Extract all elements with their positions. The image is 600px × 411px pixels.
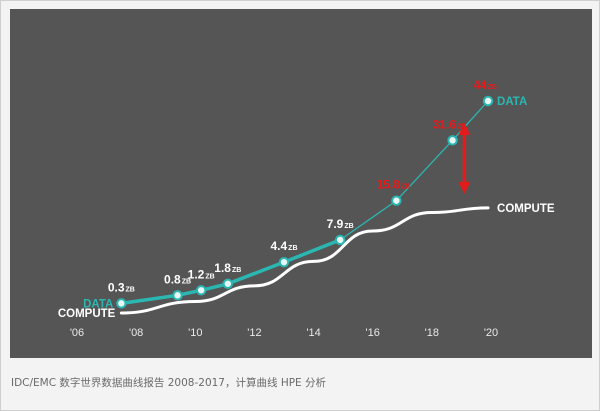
series-line-data-thick xyxy=(121,238,341,306)
series-label-compute-end: COMPUTE xyxy=(497,203,555,215)
chart: '06 '08 '10 '12 '14 '16 '18 '20 COMPUTE COMPUTE 0.… xyxy=(58,78,555,339)
x-tick-label: '06 xyxy=(70,327,84,339)
x-tick-label: '20 xyxy=(484,327,498,339)
gap-arrow-head-top xyxy=(458,123,471,135)
data-point xyxy=(278,256,290,268)
data-point xyxy=(334,234,346,246)
data-point xyxy=(222,278,234,289)
x-tick-label: '18 xyxy=(425,327,439,339)
series-line-compute xyxy=(119,206,490,315)
chart-panel: '06 '08 '10 '12 '14 '16 '18 '20 COMPUTE COMPUTE 0.… xyxy=(10,9,592,358)
data-label: 0.3ZB xyxy=(108,280,135,294)
gap-arrow-head-bottom xyxy=(458,181,471,194)
series-label-data-start: DATA xyxy=(83,298,113,310)
caption: IDC/EMC 数字世界数据曲线报告 2008-2017，计算曲线 HPE 分析 xyxy=(11,377,327,389)
data-point xyxy=(447,135,458,146)
data-label: 15.8ZB xyxy=(377,178,411,192)
series-label-compute-start: COMPUTE xyxy=(58,308,116,320)
data-label: 44ZB xyxy=(473,78,497,92)
x-tick-label: '08 xyxy=(129,327,143,339)
x-tick-label: '16 xyxy=(366,327,380,339)
data-point xyxy=(172,290,183,301)
data-label: 1.8ZB xyxy=(214,261,241,275)
x-tick-label: '12 xyxy=(247,327,261,339)
series-label-data-end: DATA xyxy=(497,96,527,108)
data-point xyxy=(391,195,402,206)
data-label: 1.2ZB xyxy=(188,267,215,281)
x-tick-label: '14 xyxy=(306,327,320,339)
data-point xyxy=(116,298,127,309)
data-label: 4.4ZB xyxy=(270,239,297,253)
data-point xyxy=(482,95,494,107)
data-point xyxy=(196,285,207,296)
x-tick-label: '10 xyxy=(188,327,202,339)
data-label: 7.9ZB xyxy=(327,217,354,231)
series-line-data-thin xyxy=(339,100,489,241)
